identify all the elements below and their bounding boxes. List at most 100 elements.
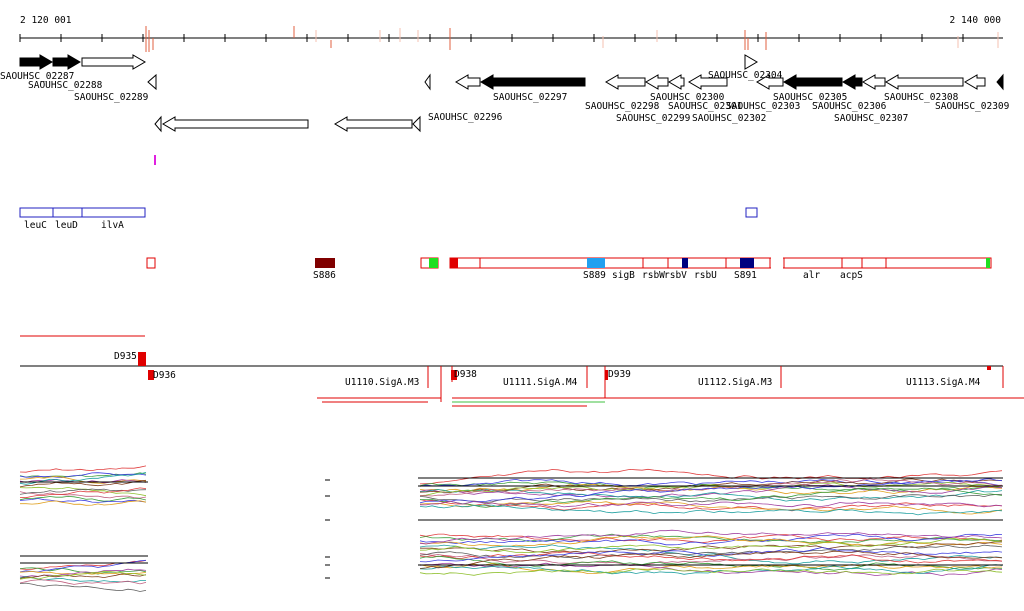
transcript-label: D935 <box>114 351 137 362</box>
gene-arrow <box>480 74 586 90</box>
profile-line <box>419 544 1003 560</box>
feature-fill <box>986 258 990 268</box>
feature-fill <box>740 258 754 268</box>
gene-label: SAOUHSC_02300 <box>650 92 725 103</box>
profile-line <box>419 535 1003 547</box>
gene-arrow <box>645 74 669 90</box>
gene-arrow <box>783 74 843 90</box>
profile-line <box>419 468 1003 485</box>
gene-arrow <box>424 73 431 91</box>
gene-arrow <box>147 73 157 91</box>
gene-arrow <box>412 115 421 133</box>
transcript-label: U1110.SigA.M3 <box>345 377 419 388</box>
gene-arrow <box>688 74 728 90</box>
feature-label: S886 <box>313 270 336 281</box>
profile-line <box>419 499 1003 512</box>
gene-arrow <box>842 74 863 90</box>
gene-label: SAOUHSC_02301 <box>668 101 743 112</box>
profile-line <box>19 582 147 592</box>
profile-line <box>19 486 147 497</box>
profile-line <box>419 544 1003 565</box>
gene-label: SAOUHSC_02298 <box>585 101 660 112</box>
transcript-label: D938 <box>454 369 477 380</box>
gene-arrow <box>964 74 986 90</box>
profile-line <box>19 465 147 473</box>
profile-line <box>19 498 147 503</box>
gene-arrow <box>162 116 309 132</box>
gene-arrow <box>885 74 964 90</box>
gene-arrow <box>668 74 685 90</box>
transcript-start <box>138 352 146 366</box>
feature-fill <box>450 258 458 268</box>
transcript-label: U1113.SigA.M4 <box>906 377 981 388</box>
gene-arrow <box>756 74 784 90</box>
gene-label: SAOUHSC_02287 <box>0 71 74 82</box>
transcript-start <box>451 370 457 380</box>
profile-line <box>419 550 1003 569</box>
gene-arrow <box>154 115 162 133</box>
profile-line <box>419 504 1003 516</box>
transcript-label: U1112.SigA.M3 <box>698 377 772 388</box>
operon-label: leuD <box>55 220 78 231</box>
profile-line <box>419 533 1003 544</box>
ruler-start: 2 120 001 <box>20 15 72 26</box>
profile-line <box>20 500 147 506</box>
profile-line <box>419 478 1003 504</box>
gene-label: SAOUHSC_02302 <box>692 113 766 124</box>
gene-label: SAOUHSC_02307 <box>834 113 908 124</box>
profile-line <box>419 568 1003 576</box>
profile-line <box>419 553 1003 566</box>
profile-line <box>419 500 1003 515</box>
profile-line <box>19 487 147 499</box>
profile-line <box>19 579 147 585</box>
profile-line <box>19 479 147 488</box>
feature-label: rsbV <box>664 270 687 281</box>
gene-label: SAOUHSC_02299 <box>616 113 691 124</box>
gene-label: SAOUHSC_02308 <box>884 92 959 103</box>
profile-line <box>419 483 1003 498</box>
ruler-end: 2 140 000 <box>950 15 1002 26</box>
operon-label: ilvA <box>101 220 124 231</box>
profile-line <box>19 573 147 579</box>
gene-label: SAOUHSC_02296 <box>428 112 503 123</box>
profile-line <box>19 491 147 499</box>
profile-line <box>420 541 1003 554</box>
profile-line <box>419 500 1003 508</box>
feature-label: alr <box>803 270 820 281</box>
gene-label: SAOUHSC_02303 <box>726 101 800 112</box>
gene-arrow <box>605 74 646 90</box>
profile-line <box>419 537 1003 554</box>
profile-line <box>419 481 1003 496</box>
transcript-label: D936 <box>153 370 176 381</box>
profile-line <box>19 495 147 502</box>
feature-label: rsbU <box>694 270 717 281</box>
operon-label: leuC <box>24 220 47 231</box>
gene-arrow <box>334 116 413 132</box>
profile-line <box>419 478 1003 487</box>
feature-box <box>146 257 156 269</box>
feature-gap <box>771 257 783 269</box>
gene-arrow <box>996 73 1004 91</box>
feature-box <box>449 257 992 269</box>
gene-arrow <box>19 54 53 70</box>
profile-line <box>19 568 147 578</box>
profile-line <box>419 493 1003 503</box>
feature-fill <box>682 258 688 268</box>
gene-arrow <box>455 74 481 90</box>
profile-line <box>19 472 147 485</box>
gene-label: SAOUHSC_02288 <box>28 80 103 91</box>
profile-line <box>420 489 1003 502</box>
profile-line <box>19 472 147 479</box>
profile-line <box>419 529 1003 545</box>
gene-label: SAOUHSC_02305 <box>773 92 847 103</box>
gene-arrow <box>862 74 886 90</box>
feature-box <box>315 258 335 268</box>
profile-line <box>419 487 1003 508</box>
profile-line <box>419 563 1003 574</box>
transcript-label: U1111.SigA.M4 <box>503 377 578 388</box>
gene-label: SAOUHSC_02297 <box>493 92 567 103</box>
gene-label: SAOUHSC_02304 <box>708 70 783 81</box>
feature-fill <box>587 258 605 268</box>
marker <box>154 155 156 165</box>
